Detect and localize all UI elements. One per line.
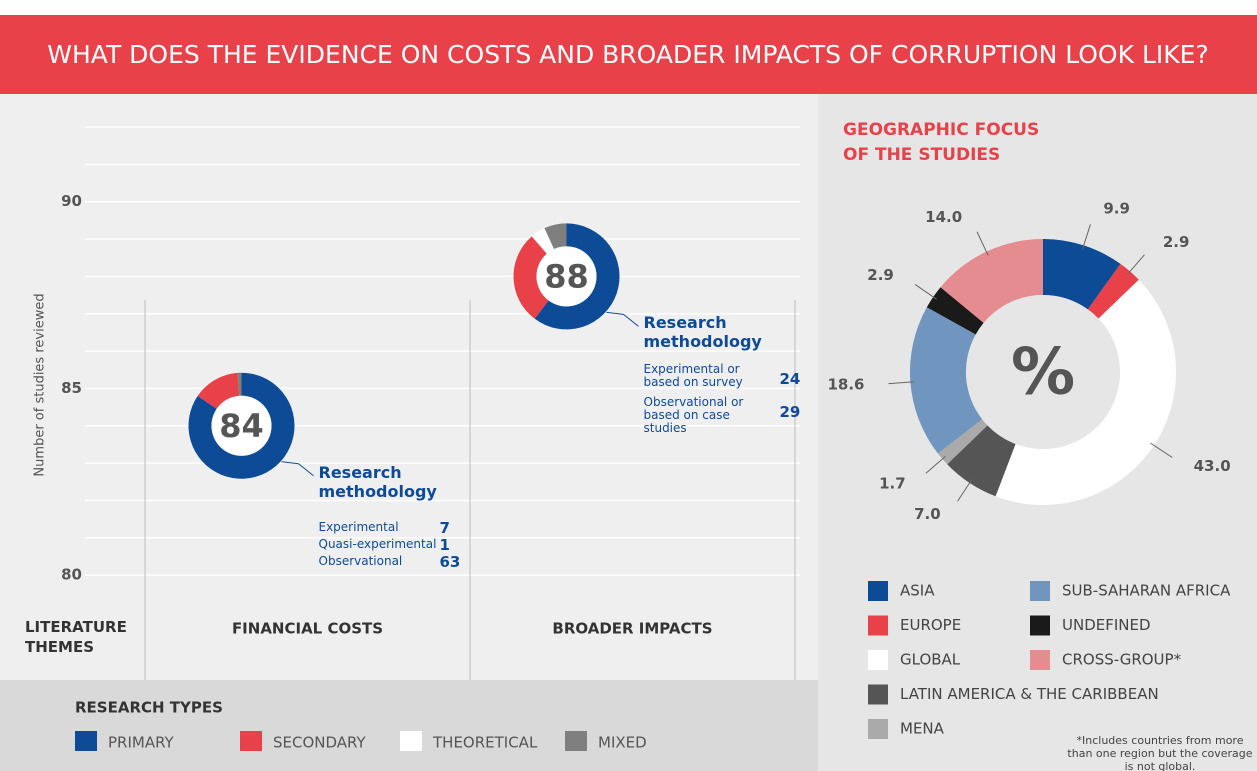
- legend-label: SUB-SAHARAN AFRICA: [1062, 582, 1231, 600]
- legend-swatch: [868, 650, 888, 670]
- x-category-label: FINANCIAL COSTS: [232, 620, 383, 638]
- data-label: 18.6: [827, 375, 864, 393]
- leader-line: [1127, 254, 1145, 275]
- leader-line: [888, 381, 915, 385]
- annotation-title: Research methodology: [643, 313, 762, 352]
- annotation-item-label: Experimental or based on survey: [643, 362, 743, 390]
- donut-value: 88: [544, 257, 589, 295]
- left-panel: [0, 94, 818, 771]
- leader-line: [281, 461, 314, 477]
- leader-line: [1150, 442, 1173, 458]
- legend-label: CROSS-GROUP*: [1062, 651, 1182, 669]
- donut-segment: [937, 419, 988, 465]
- leader-line: [606, 311, 639, 327]
- legend-swatch: [400, 731, 422, 751]
- annotation-title: Research methodology: [318, 462, 437, 501]
- donut-segment: [544, 223, 567, 250]
- legend-swatch: [565, 731, 587, 751]
- donut-segment: [940, 239, 1043, 323]
- legend-swatch: [868, 615, 888, 636]
- data-label: 2.9: [1163, 233, 1190, 251]
- legend-label: LATIN AMERICA & THE CARIBBEAN: [900, 685, 1159, 703]
- donut-center: [536, 246, 597, 307]
- donut-segment: [947, 425, 1016, 497]
- donut-title: GEOGRAPHIC FOCUS OF THE STUDIES: [843, 120, 1040, 165]
- annotation-item-label: Observational: [318, 553, 403, 568]
- legend-swatch: [1030, 650, 1050, 670]
- leader-line: [914, 284, 937, 300]
- donut-segment: [995, 279, 1177, 506]
- title-bar: [0, 15, 1257, 94]
- donut-segment: [1087, 263, 1139, 319]
- donut-segment: [531, 228, 555, 254]
- legend-label: THEORETICAL: [432, 734, 538, 752]
- row-label: LITERATURE THEMES: [25, 618, 127, 656]
- legend-swatch: [868, 684, 888, 705]
- legend-band: [0, 680, 818, 771]
- data-label: 1.7: [879, 474, 906, 492]
- y-tick-label: 80: [61, 566, 82, 584]
- donut-segment: [1043, 239, 1121, 310]
- donut-hole: [966, 295, 1120, 449]
- data-label: 43.0: [1194, 457, 1231, 475]
- legend-swatch: [1030, 615, 1050, 636]
- annotation-item-label: Observational or based on case studies: [643, 395, 744, 436]
- legend-title: RESEARCH TYPES: [75, 699, 223, 717]
- data-label: 9.9: [1103, 200, 1130, 218]
- annotation-item-value: 29: [779, 403, 801, 422]
- annotation-item-value: 7: [439, 518, 450, 537]
- legend-label: GLOBAL: [900, 651, 961, 669]
- data-label: 2.9: [867, 266, 894, 284]
- donut-segment: [197, 372, 240, 409]
- annotation-item-label: Experimental: [318, 519, 399, 534]
- annotation-item-value: 24: [779, 370, 801, 389]
- legend-swatch: [1030, 581, 1050, 601]
- legend-label: UNDEFINED: [1062, 616, 1151, 634]
- legend-swatch: [868, 581, 888, 601]
- annotation-item-label: Quasi-experimental: [318, 536, 437, 551]
- legend-swatch: [868, 719, 888, 739]
- x-category-label: BROADER IMPACTS: [552, 620, 712, 638]
- leader-line: [976, 231, 989, 256]
- donut-segment: [926, 287, 984, 335]
- legend-label: MENA: [900, 720, 945, 738]
- leader-line: [925, 456, 946, 474]
- annotation-item-value: 1: [439, 535, 450, 554]
- donut-segment: [534, 223, 620, 330]
- donut-segment: [910, 307, 983, 454]
- leader-line: [1082, 224, 1091, 250]
- donut-segment: [513, 236, 549, 319]
- legend-label: SECONDARY: [273, 734, 367, 752]
- y-axis-label: Number of studies reviewed: [33, 293, 48, 476]
- donut-center: [211, 395, 272, 456]
- legend-label: EUROPE: [900, 616, 961, 634]
- legend-label: PRIMARY: [108, 734, 175, 752]
- page-title: WHAT DOES THE EVIDENCE ON COSTS AND BROA…: [47, 40, 1208, 69]
- donut-segment: [188, 372, 295, 479]
- data-label: 14.0: [925, 208, 962, 226]
- legend-label: ASIA: [900, 582, 935, 600]
- legend-label: MIXED: [598, 734, 647, 752]
- donut-center-label: %: [1011, 336, 1075, 410]
- y-tick-label: 85: [61, 379, 82, 397]
- donut-value: 84: [219, 407, 264, 445]
- annotation-item-value: 63: [439, 552, 461, 571]
- donut-segment: [237, 372, 242, 396]
- legend-swatch: [240, 731, 262, 751]
- legend-swatch: [75, 731, 97, 751]
- data-label: 7.0: [914, 505, 941, 523]
- leader-line: [957, 479, 973, 502]
- y-tick-label: 90: [61, 192, 82, 210]
- footnote: *Includes countries from more than one r…: [1067, 734, 1253, 771]
